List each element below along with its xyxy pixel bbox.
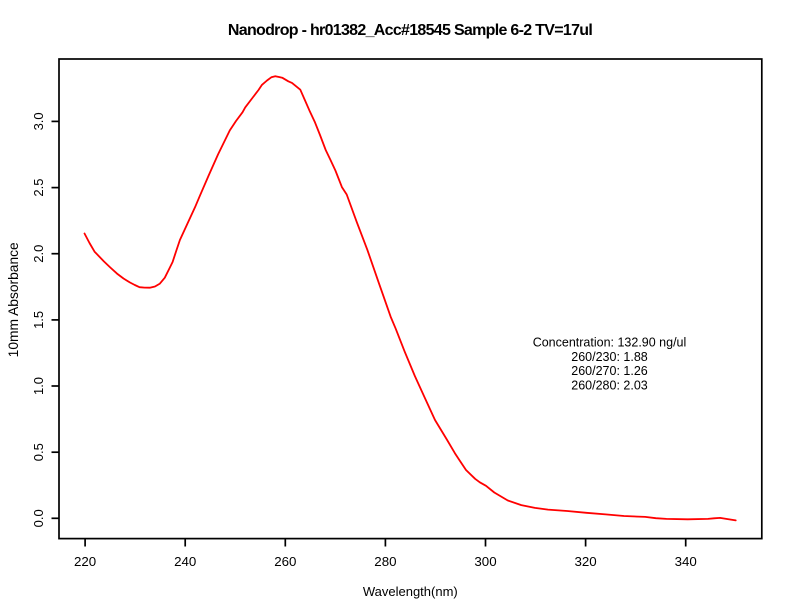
svg-text:3.0: 3.0 <box>31 112 46 130</box>
svg-text:Concentration: 132.90 ng/ul: Concentration: 132.90 ng/ul <box>533 335 687 349</box>
svg-text:Wavelength(nm): Wavelength(nm) <box>363 584 458 599</box>
svg-text:280: 280 <box>374 554 396 569</box>
svg-text:260/230: 1.88: 260/230: 1.88 <box>571 350 648 364</box>
svg-text:2.5: 2.5 <box>31 179 46 197</box>
svg-text:0.5: 0.5 <box>31 443 46 461</box>
svg-text:Nanodrop - hr01382_Acc#18545 S: Nanodrop - hr01382_Acc#18545 Sample 6-2 … <box>228 22 592 39</box>
svg-text:240: 240 <box>174 554 196 569</box>
svg-text:1.5: 1.5 <box>31 311 46 329</box>
svg-text:260/280: 2.03: 260/280: 2.03 <box>571 379 648 393</box>
svg-text:10mm Absorbance: 10mm Absorbance <box>6 242 21 357</box>
svg-text:1.0: 1.0 <box>31 377 46 395</box>
svg-text:220: 220 <box>74 554 96 569</box>
svg-text:260: 260 <box>274 554 296 569</box>
svg-text:0.0: 0.0 <box>31 509 46 527</box>
svg-text:300: 300 <box>474 554 496 569</box>
svg-text:320: 320 <box>575 554 597 569</box>
svg-text:340: 340 <box>675 554 697 569</box>
svg-text:2.0: 2.0 <box>31 245 46 263</box>
svg-text:260/270: 1.26: 260/270: 1.26 <box>571 364 648 378</box>
